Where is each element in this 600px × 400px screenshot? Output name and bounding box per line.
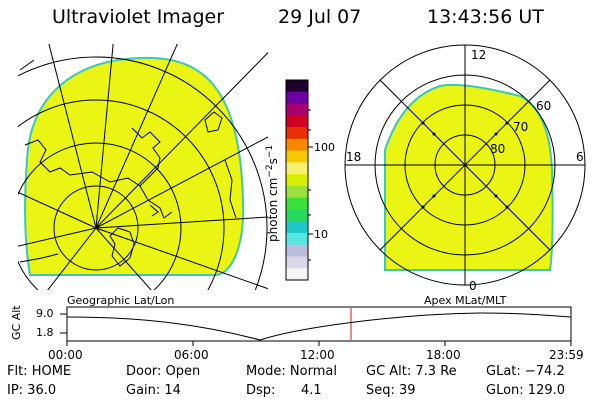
timeline-tick-1200: 12:00: [300, 348, 335, 362]
timeline-tick-0000: 00:00: [48, 348, 83, 362]
colorbar-segment: [286, 174, 308, 187]
geographic-longitude: GLon: 129.0: [486, 383, 566, 398]
timeline-y-min: 1.8: [36, 326, 54, 339]
colorbar-segment: [286, 197, 308, 211]
polar-label-12: 12: [471, 48, 486, 62]
mode-value: Mode: Normal: [246, 364, 337, 379]
colorbar-segment: [286, 256, 308, 269]
colorbar-unit-label: photon cm−2s−1: [265, 145, 280, 242]
colorbar-tick-100: 100: [314, 141, 335, 154]
polar-ring-70: 70: [513, 120, 528, 134]
timeline-tick-0600: 06:00: [174, 348, 209, 362]
polar-label-0: 0: [469, 279, 477, 293]
colorbar-segment: [286, 91, 308, 105]
colorbar-segment: [286, 103, 308, 116]
observation-time: 13:43:56 UT: [427, 6, 544, 28]
polar-tick-dots: [421, 121, 509, 209]
colorbar-segment: [286, 80, 308, 93]
colorbar-segment: [286, 209, 308, 222]
dsp-value: 4.1: [301, 383, 322, 398]
app-title: Ultraviolet Imager: [52, 6, 225, 28]
colorbar-tick-10: 10: [314, 228, 328, 241]
timeline-left-label: Geographic Lat/Lon: [67, 294, 174, 307]
aurora-image-disc: [24, 56, 245, 276]
timeline-right-label: Apex MLat/MLT: [424, 294, 507, 307]
gain-value: Gain: 14: [126, 383, 181, 398]
colorbar-segment: [286, 185, 308, 199]
geographic-latitude: GLat: −74.2: [486, 364, 565, 379]
ip-value: IP: 36.0: [7, 383, 57, 398]
colorbar-segment: [286, 138, 308, 152]
colorbar-segment: [286, 127, 308, 140]
flight-status: Flt: HOME: [7, 364, 72, 379]
intensity-colorbar: 100 10 photon cm−2s−1: [265, 79, 335, 281]
polar-ring-80: 80: [490, 142, 505, 156]
altitude-timeline: Geographic Lat/Lon Apex MLat/MLT GC Alt …: [10, 294, 584, 362]
colorbar-segment: [286, 115, 308, 128]
altitude-curve: [66, 312, 572, 341]
colorbar-segment: [286, 150, 308, 163]
polar-label-6: 6: [576, 150, 584, 164]
colorbar-segment: [286, 221, 308, 234]
timeline-tick-1800: 18:00: [426, 348, 461, 362]
coastline-lines: [19, 59, 237, 267]
colorbar-segment: [286, 244, 308, 258]
timeline-tick-2359: 23:59: [549, 348, 584, 362]
colorbar-segment: [286, 232, 308, 246]
timeline-y-axis-label: GC Alt: [10, 305, 23, 340]
colorbar-segment: [286, 268, 308, 281]
sequence-number: Seq: 39: [366, 383, 416, 398]
door-status: Door: Open: [126, 364, 201, 379]
gc-altitude: GC Alt: 7.3 Re: [366, 364, 457, 379]
dsp-label: Dsp:: [246, 383, 276, 398]
colorbar-segment: [286, 162, 308, 175]
observation-date: 29 Jul 07: [278, 6, 362, 28]
polar-ring-60: 60: [536, 99, 551, 113]
aurora-oval-fill: [384, 83, 554, 271]
timeline-y-max: 9.0: [36, 307, 54, 320]
